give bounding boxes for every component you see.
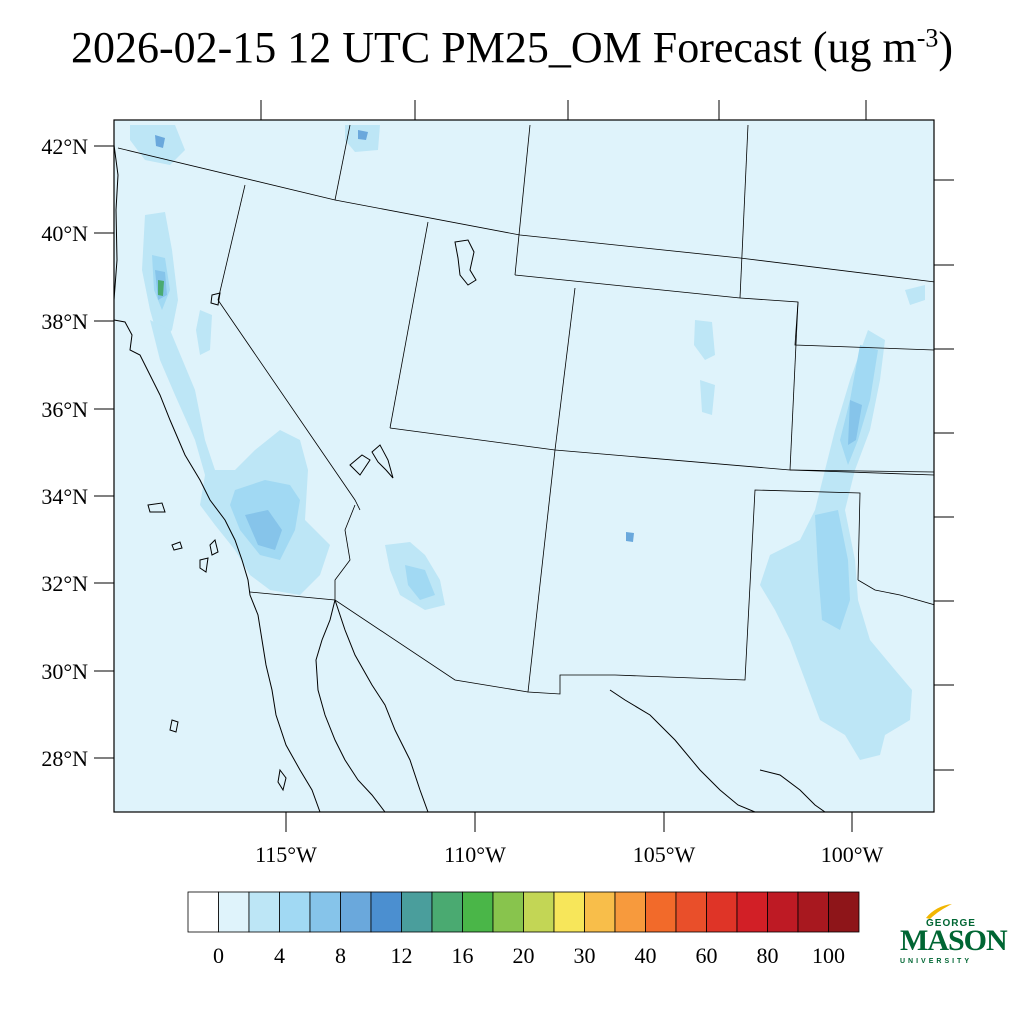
logo-line1: GEORGE bbox=[926, 918, 976, 929]
right-ticks bbox=[934, 179, 954, 771]
lon-label: 105°W bbox=[633, 842, 696, 867]
colorbar-labels: 0 4 8 12 16 20 30 40 60 80 100 bbox=[213, 943, 845, 968]
colorbar-swatch bbox=[675, 891, 707, 933]
colorbar-swatch bbox=[370, 891, 402, 933]
colorbar-swatch bbox=[462, 891, 494, 933]
colorbar-swatch bbox=[218, 891, 250, 933]
lat-label: 40°N bbox=[41, 221, 88, 246]
colorbar-swatch bbox=[797, 891, 829, 933]
lat-label: 28°N bbox=[41, 746, 88, 771]
logo-line3: UNIVERSITY bbox=[900, 958, 973, 965]
map-background bbox=[114, 120, 934, 812]
colorbar-swatch bbox=[187, 891, 219, 933]
colorbar-swatch bbox=[584, 891, 616, 933]
lat-label: 32°N bbox=[41, 571, 88, 596]
coastlines bbox=[114, 144, 826, 812]
colorbar bbox=[187, 891, 860, 933]
concentration-contours-peak bbox=[155, 130, 862, 550]
lat-label: 30°N bbox=[41, 659, 88, 684]
colorbar-swatch bbox=[553, 891, 585, 933]
lon-label: 115°W bbox=[255, 842, 317, 867]
colorbar-swatch bbox=[614, 891, 646, 933]
logo-swoosh-icon bbox=[926, 904, 952, 919]
colorbar-swatch bbox=[279, 891, 311, 933]
lat-label: 42°N bbox=[41, 134, 88, 159]
colorbar-label: 12 bbox=[391, 943, 413, 968]
george-mason-logo: GEORGE MASON UNIVERSITY bbox=[896, 900, 1008, 970]
colorbar-label: 0 bbox=[213, 943, 224, 968]
lat-label: 38°N bbox=[41, 309, 88, 334]
colorbar-swatch bbox=[248, 891, 280, 933]
colorbar-swatch bbox=[523, 891, 555, 933]
colorbar-label: 4 bbox=[274, 943, 285, 968]
map-frame bbox=[113, 119, 935, 813]
logo-line2: MASON bbox=[900, 924, 1008, 957]
colorbar-swatch bbox=[828, 891, 860, 933]
colorbar-swatch bbox=[340, 891, 372, 933]
colorbar-label: 80 bbox=[757, 943, 779, 968]
colorbar-swatch bbox=[401, 891, 433, 933]
colorbar-label: 60 bbox=[696, 943, 718, 968]
colorbar-swatch bbox=[736, 891, 768, 933]
lat-label: 34°N bbox=[41, 484, 88, 509]
colorbar-label: 8 bbox=[335, 943, 346, 968]
colorbar-label: 40 bbox=[635, 943, 657, 968]
colorbar-label: 100 bbox=[812, 943, 845, 968]
colorbar-label: 16 bbox=[452, 943, 474, 968]
colorbar-label: 20 bbox=[513, 943, 535, 968]
map-title: 2026-02-15 12 UTC PM25_OM Forecast (ug m… bbox=[70, 23, 954, 72]
colorbar-label: 30 bbox=[574, 943, 596, 968]
colorbar-swatch bbox=[645, 891, 677, 933]
colorbar-swatch bbox=[492, 891, 524, 933]
colorbar-swatch bbox=[767, 891, 799, 933]
lat-label: 36°N bbox=[41, 397, 88, 422]
bottom-ticks bbox=[285, 812, 853, 832]
top-ticks bbox=[260, 100, 867, 120]
colorbar-swatch bbox=[706, 891, 738, 933]
lon-label: 110°W bbox=[444, 842, 506, 867]
lon-label: 100°W bbox=[821, 842, 884, 867]
colorbar-swatch bbox=[309, 891, 341, 933]
colorbar-swatch bbox=[431, 891, 463, 933]
left-ticks bbox=[94, 145, 114, 759]
state-borders bbox=[117, 124, 934, 695]
